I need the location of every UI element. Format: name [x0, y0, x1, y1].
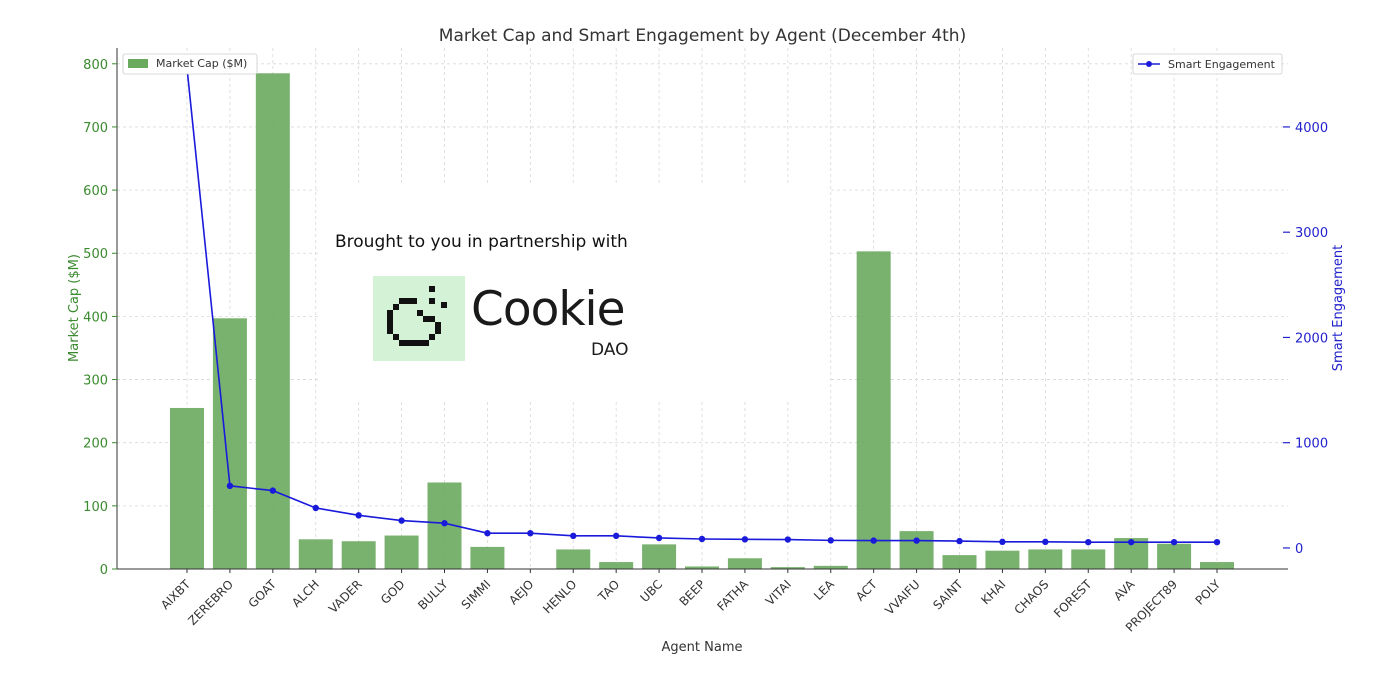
bar-zerebro	[212, 318, 247, 569]
x-tick-label-vader: VADER	[326, 577, 365, 616]
bar-goat	[255, 73, 290, 569]
bar-chaos	[1028, 549, 1063, 569]
left-tick-label: 700	[83, 121, 108, 136]
bar-project89	[1157, 543, 1192, 569]
partnership-tagline: Brought to you in partnership with	[335, 232, 628, 252]
point-saint	[956, 537, 963, 545]
x-tick-label-act: ACT	[853, 577, 880, 604]
point-chaos	[1042, 538, 1049, 546]
point-zerebro	[226, 482, 234, 490]
bar-aixbt	[170, 407, 204, 569]
bar-vitai	[770, 567, 805, 569]
point-fatha	[741, 536, 749, 543]
line-legend-box	[1132, 53, 1283, 75]
bar-simmi	[470, 546, 505, 569]
left-tick-label: 0	[100, 563, 108, 578]
left-tick-label: 300	[83, 374, 108, 389]
x-tick-label-alch: ALCH	[289, 577, 322, 610]
cookie-dao-subtext: DAO	[591, 340, 629, 360]
right-tick-label: 2000	[1295, 331, 1328, 346]
point-vader	[355, 512, 362, 519]
x-tick-label-henlo: HENLO	[540, 577, 579, 616]
point-vitai	[784, 536, 792, 543]
x-tick-label-zerebro: ZEREBRO	[185, 577, 236, 628]
bar-act	[856, 251, 891, 569]
point-project89	[1170, 538, 1178, 546]
bar-legend-swatch	[128, 59, 148, 68]
cookie-logo-icon	[373, 276, 465, 361]
x-tick-label-aejo: AEJO	[506, 577, 536, 607]
x-tick-label-tao: TAO	[595, 577, 622, 604]
left-tick-label: 100	[83, 500, 108, 515]
line-legend-marker	[1146, 61, 1152, 67]
x-tick-label-poly: POLY	[1193, 577, 1224, 608]
bar-beep	[685, 566, 719, 569]
point-ubc	[655, 534, 663, 542]
right-tick-label: 0	[1295, 542, 1303, 557]
x-tick-label-ava: AVA	[1111, 577, 1138, 604]
x-tick-label-beep: BEEP	[677, 577, 709, 609]
bar-vvaifu	[899, 531, 934, 569]
x-tick-label-simmi: SIMMI	[459, 577, 494, 612]
bar-forest	[1071, 549, 1106, 569]
left-tick-label: 600	[83, 184, 108, 199]
x-tick-label-goat: GOAT	[246, 577, 280, 611]
bar-legend-box	[122, 53, 258, 75]
bar-ubc	[642, 544, 677, 569]
chart-title: Market Cap and Smart Engagement by Agent…	[439, 26, 966, 46]
point-act	[870, 537, 877, 544]
x-axis-label: Agent Name	[662, 640, 743, 655]
x-tick-label-aixbt: AIXBT	[158, 577, 193, 612]
point-henlo	[570, 532, 577, 540]
bar-alch	[298, 539, 333, 569]
x-tick-label-forest: FOREST	[1051, 577, 1095, 621]
line-legend-label: Smart Engagement	[1168, 58, 1276, 71]
x-tick-label-chaos: CHAOS	[1012, 577, 1052, 617]
point-beep	[698, 535, 706, 543]
bar-henlo	[556, 549, 591, 569]
x-tick-label-fatha: FATHA	[715, 577, 752, 614]
left-tick-label: 400	[83, 310, 108, 325]
bar-legend-label: Market Cap ($M)	[156, 57, 247, 70]
bar-fatha	[727, 558, 762, 569]
y-axis-label: Market Cap ($M)	[67, 254, 82, 362]
point-god	[398, 517, 405, 524]
bar-lea	[813, 565, 848, 569]
x-tick-label-vvaifu: VVAIFU	[882, 577, 922, 617]
left-tick-label: 800	[83, 58, 108, 73]
bar-god	[384, 535, 419, 569]
point-khai	[999, 538, 1006, 546]
point-simmi	[484, 530, 491, 537]
x-tick-label-god: GOD	[378, 577, 408, 607]
bar-khai	[985, 550, 1020, 569]
right-tick-label: 1000	[1295, 437, 1328, 452]
point-aejo	[527, 530, 534, 537]
point-alch	[312, 504, 319, 512]
point-goat	[269, 487, 277, 494]
point-forest	[1085, 538, 1092, 546]
partnership-overlay: Brought to you in partnership with Cooki…	[318, 186, 828, 400]
point-vvaifu	[913, 537, 920, 544]
right-tick-label: 4000	[1295, 121, 1328, 136]
bar-tao	[599, 562, 634, 569]
x-tick-label-ubc: UBC	[637, 577, 665, 605]
left-tick-label: 500	[83, 247, 108, 262]
x-tick-label-lea: LEA	[811, 577, 837, 603]
point-lea	[827, 537, 834, 544]
x-tick-label-saint: SAINT	[930, 577, 966, 613]
cookie-wordmark: Cookie	[471, 282, 626, 337]
point-tao	[612, 532, 620, 540]
x-tick-label-vitai: VITAI	[763, 577, 794, 608]
x-tick-label-bully: BULLY	[415, 577, 451, 613]
left-tick-label: 200	[83, 437, 108, 452]
x-tick-label-khai: KHAI	[978, 577, 1008, 607]
right-tick-label: 3000	[1295, 226, 1328, 241]
point-ava	[1127, 538, 1135, 546]
point-poly	[1213, 538, 1221, 546]
bar-poly	[1200, 562, 1234, 569]
y2-axis-label: Smart Engagement	[1331, 245, 1346, 371]
point-bully	[441, 520, 448, 527]
bar-vader	[341, 541, 376, 569]
bar-saint	[942, 555, 977, 569]
